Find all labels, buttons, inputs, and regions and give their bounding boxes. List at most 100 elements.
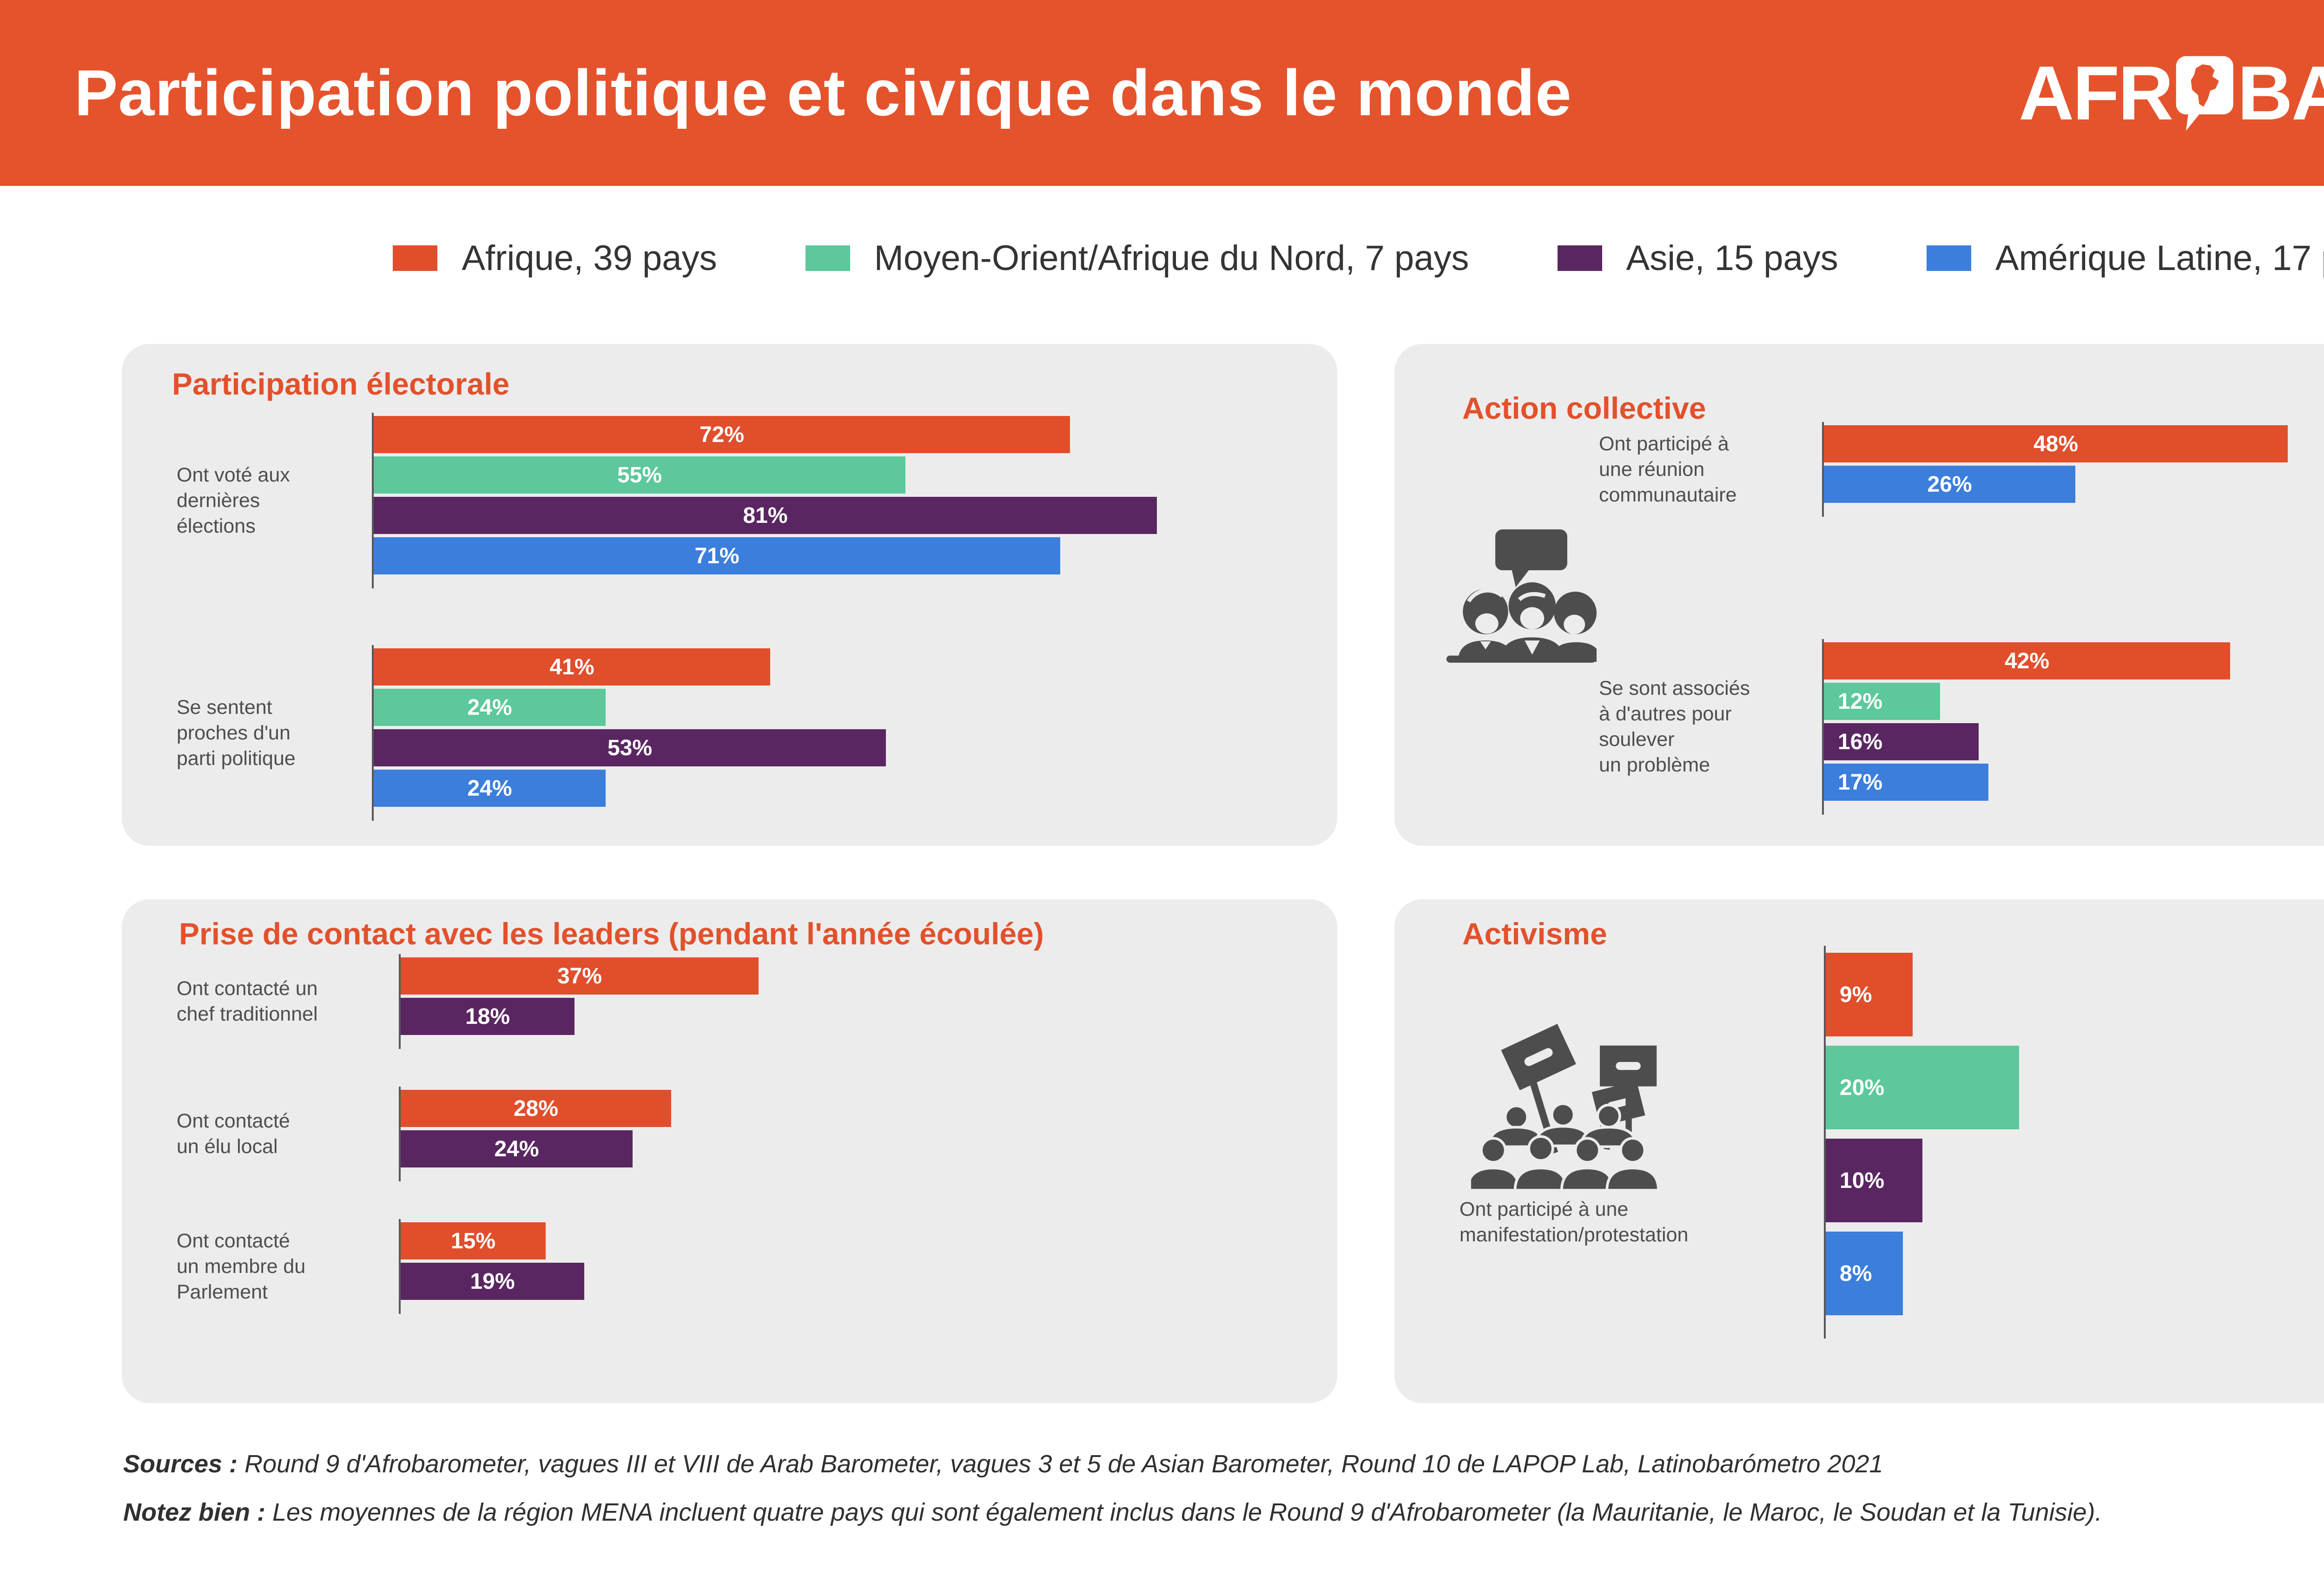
bar-afrique: 48% xyxy=(1824,425,2288,462)
legend-label: Asie, 15 pays xyxy=(1626,238,1838,278)
bar-afrique: 42% xyxy=(1824,642,2230,679)
bar-amlat: 26% xyxy=(1824,466,2075,503)
panel-participation-electorale: Participation électorale Ont voté aux der… xyxy=(122,344,1337,846)
logo-text-post: BAROMETER xyxy=(2237,50,2324,136)
bar-afrique: 37% xyxy=(401,957,759,995)
bar-group-parlement: Ont contacté un membre du Parlement 15% 19% xyxy=(177,1219,1300,1314)
group-label: Ont participé à une réunion communautaire xyxy=(1599,432,1737,506)
sources-line: Sources : Round 9 d'Afrobarometer, vague… xyxy=(123,1440,2102,1488)
legend-swatch-asie xyxy=(1557,245,1602,271)
legend: Afrique, 39 pays Moyen-Orient/Afrique du… xyxy=(0,238,2324,278)
group-label: Se sont associés à d'autres pour soulever u… xyxy=(1599,677,1750,776)
legend-item-mena: Moyen-Orient/Afrique du Nord, 7 pays xyxy=(805,238,1469,278)
bar-value-label: 15% xyxy=(450,1228,496,1253)
bar-value-label: 24% xyxy=(467,776,512,801)
group-label: Ont contacté un élu local xyxy=(177,1110,290,1158)
bar-value-label: 20% xyxy=(1840,1075,1885,1100)
legend-item-amlat: Amérique Latine, 17 pays xyxy=(1926,238,2324,278)
panel-title: Prise de contact avec les leaders (penda… xyxy=(179,916,1044,951)
panel-title: Action collective xyxy=(1462,391,1706,425)
bar-value-label: 81% xyxy=(743,503,788,528)
bar-value-label: 48% xyxy=(2033,431,2079,456)
legend-item-asie: Asie, 15 pays xyxy=(1557,238,1838,278)
africa-pin-icon xyxy=(2176,56,2233,131)
bar-value-label: 28% xyxy=(513,1096,559,1121)
legend-swatch-mena xyxy=(805,245,850,271)
panel-action-collective: Action collective xyxy=(1394,344,2324,846)
bar-asie: 19% xyxy=(401,1263,584,1300)
group-label: Ont contacté un chef traditionnel xyxy=(177,977,318,1025)
bar-group-chef-traditionnel: Ont contacté un chef traditionnel 37% 18% xyxy=(177,954,1300,1049)
bar-chart: 15% 19% xyxy=(399,1219,1300,1314)
panel-contact-leaders: Prise de contact avec les leaders (penda… xyxy=(122,899,1337,1403)
bar-mena: 55% xyxy=(374,456,905,494)
legend-item-afrique: Afrique, 39 pays xyxy=(393,238,717,278)
bar-value-label: 53% xyxy=(607,735,653,760)
bar-chart: 48% 26% xyxy=(1822,422,2324,517)
bar-value-label: 42% xyxy=(2004,648,2050,673)
bar-value-label: 17% xyxy=(1838,770,1883,795)
bar-value-label: 41% xyxy=(549,654,594,679)
bar-value-label: 24% xyxy=(494,1136,539,1161)
page-title: Participation politique et civique dans … xyxy=(74,56,1572,129)
bar-value-label: 37% xyxy=(557,963,602,989)
panel-title: Activisme xyxy=(1462,916,1607,951)
bar-chart: 72% 55% 81% 71% xyxy=(372,413,1300,588)
bar-afrique: 28% xyxy=(401,1090,671,1127)
bar-afrique: 15% xyxy=(401,1222,546,1259)
bar-asie: 24% xyxy=(401,1130,633,1167)
panel-title: Participation électorale xyxy=(172,367,510,401)
bar-value-label: 10% xyxy=(1840,1168,1885,1193)
bar-chart: 42% 12% 16% 17% xyxy=(1822,639,2324,815)
bar-afrique: 72% xyxy=(374,416,1070,453)
bar-amlat: 17% xyxy=(1824,764,1988,801)
bar-group-vote: Ont voté aux dernières élections 72% 55% 81% 7… xyxy=(177,413,1300,588)
bar-value-label: 72% xyxy=(699,422,745,447)
note-text: Les moyennes de la région MENA incluent … xyxy=(272,1498,2102,1526)
sources-text: Round 9 d'Afrobarometer, vagues III et V… xyxy=(244,1450,1883,1478)
bar-value-label: 16% xyxy=(1838,729,1883,754)
group-label: Se sentent proches d'un parti politique xyxy=(177,696,296,770)
bar-chart: 28% 24% xyxy=(399,1087,1300,1181)
bar-value-label: 55% xyxy=(617,462,662,488)
legend-swatch-amlat xyxy=(1926,245,1971,271)
bar-value-label: 8% xyxy=(1840,1261,1872,1286)
community-meeting-icon xyxy=(1446,529,1597,663)
bar-amlat: 24% xyxy=(374,770,606,807)
bar-chart: 37% 18% xyxy=(399,954,1300,1049)
bar-asie: 53% xyxy=(374,729,886,766)
logo-text-pre: AFR xyxy=(2019,50,2173,136)
footer-notes: Sources : Round 9 d'Afrobarometer, vague… xyxy=(123,1440,2102,1536)
afrobarometer-logo: AFR BAROMETER xyxy=(2019,49,2324,137)
bar-asie: 16% xyxy=(1824,723,1979,760)
bar-afrique: 9% xyxy=(1826,953,1913,1036)
panel-activisme: Activisme xyxy=(1394,899,2324,1403)
bar-group-elu-local: Ont contacté un élu local 28% 24% xyxy=(177,1087,1300,1181)
bar-afrique: 41% xyxy=(374,648,770,686)
group-label: Ont voté aux dernières élections xyxy=(177,463,290,537)
bar-mena: 24% xyxy=(374,689,606,726)
bar-group-reunion: Ont participé à une réunion communautaire 4… xyxy=(1599,422,2324,517)
legend-label: Amérique Latine, 17 pays xyxy=(1995,238,2324,278)
sources-label: Sources : xyxy=(123,1450,238,1478)
bar-amlat: 71% xyxy=(374,537,1060,574)
bar-chart: 9% 20% 10% 8% xyxy=(1824,946,2324,1338)
protest-icon xyxy=(1471,1023,1659,1190)
bar-value-label: 19% xyxy=(470,1269,515,1294)
bar-value-label: 26% xyxy=(1927,472,1972,497)
bar-group-associes: Se sont associés à d'autres pour soulever u… xyxy=(1599,639,2324,815)
legend-label: Afrique, 39 pays xyxy=(462,238,717,278)
legend-swatch-afrique xyxy=(393,245,438,271)
note-line: Notez bien : Les moyennes de la région M… xyxy=(123,1488,2102,1536)
bar-amlat: 8% xyxy=(1826,1232,1903,1315)
bar-chart: 41% 24% 53% 24% xyxy=(372,645,1300,821)
bar-mena: 12% xyxy=(1824,683,1940,720)
bar-value-label: 12% xyxy=(1838,689,1883,714)
bar-asie: 18% xyxy=(401,998,574,1035)
bar-group-parti: Se sentent proches d'un parti politique 41%… xyxy=(177,645,1300,821)
bar-group-manifestation: 9% 20% 10% 8% xyxy=(1824,946,2324,1338)
header-bar: Participation politique et civique dans … xyxy=(0,0,2324,186)
legend-label: Moyen-Orient/Afrique du Nord, 7 pays xyxy=(874,238,1469,278)
bar-value-label: 9% xyxy=(1840,982,1872,1007)
note-label: Notez bien : xyxy=(123,1498,265,1526)
